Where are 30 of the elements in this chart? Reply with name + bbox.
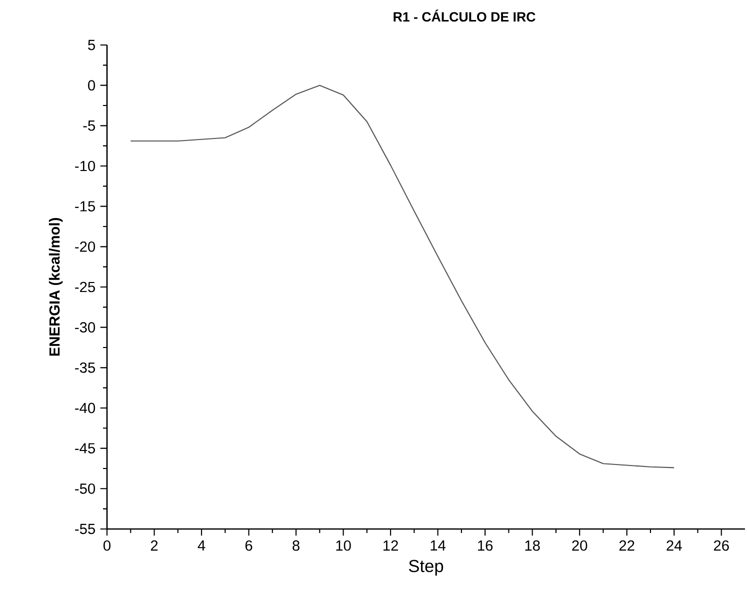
x-tick-label: 22 bbox=[619, 540, 634, 551]
x-tick-label: 6 bbox=[245, 540, 252, 551]
y-tick-label: -40 bbox=[75, 402, 96, 414]
y-tick-label: -25 bbox=[75, 282, 95, 292]
chart-title: R1 - CÁLCULO DE IRC bbox=[394, 10, 536, 22]
y-tick-label: -30 bbox=[75, 322, 96, 333]
y-tick-label: -5 bbox=[83, 120, 95, 131]
y-tick-label: 0 bbox=[88, 80, 96, 91]
x-tick-label: 26 bbox=[714, 540, 729, 551]
x-axis-title: Step bbox=[408, 560, 444, 576]
y-tick-label: -10 bbox=[75, 160, 96, 172]
y-tick-label: -15 bbox=[75, 201, 95, 212]
y-tick-label: -35 bbox=[75, 362, 95, 373]
y-tick-label: -20 bbox=[75, 241, 96, 252]
x-tick-label: 4 bbox=[198, 540, 206, 550]
y-tick-label: -50 bbox=[75, 483, 96, 494]
x-tick-label: 20 bbox=[572, 540, 588, 551]
x-tick-label: 10 bbox=[336, 540, 351, 551]
x-tick-label: 0 bbox=[103, 540, 110, 551]
x-tick-label: 8 bbox=[292, 540, 300, 551]
x-tick-label: 14 bbox=[430, 540, 446, 550]
x-tick-label: 24 bbox=[666, 540, 682, 551]
x-tick-label: 2 bbox=[150, 540, 158, 551]
x-tick-label: 12 bbox=[384, 540, 398, 551]
x-tick-label: 16 bbox=[478, 540, 493, 551]
y-axis-title: ENERGIA (kcal/mol) bbox=[48, 218, 63, 356]
x-tick-label: 18 bbox=[525, 540, 540, 551]
y-tick-label: -55 bbox=[75, 524, 95, 534]
y-tick-label: -45 bbox=[75, 443, 95, 454]
y-tick-label: 5 bbox=[88, 40, 95, 50]
